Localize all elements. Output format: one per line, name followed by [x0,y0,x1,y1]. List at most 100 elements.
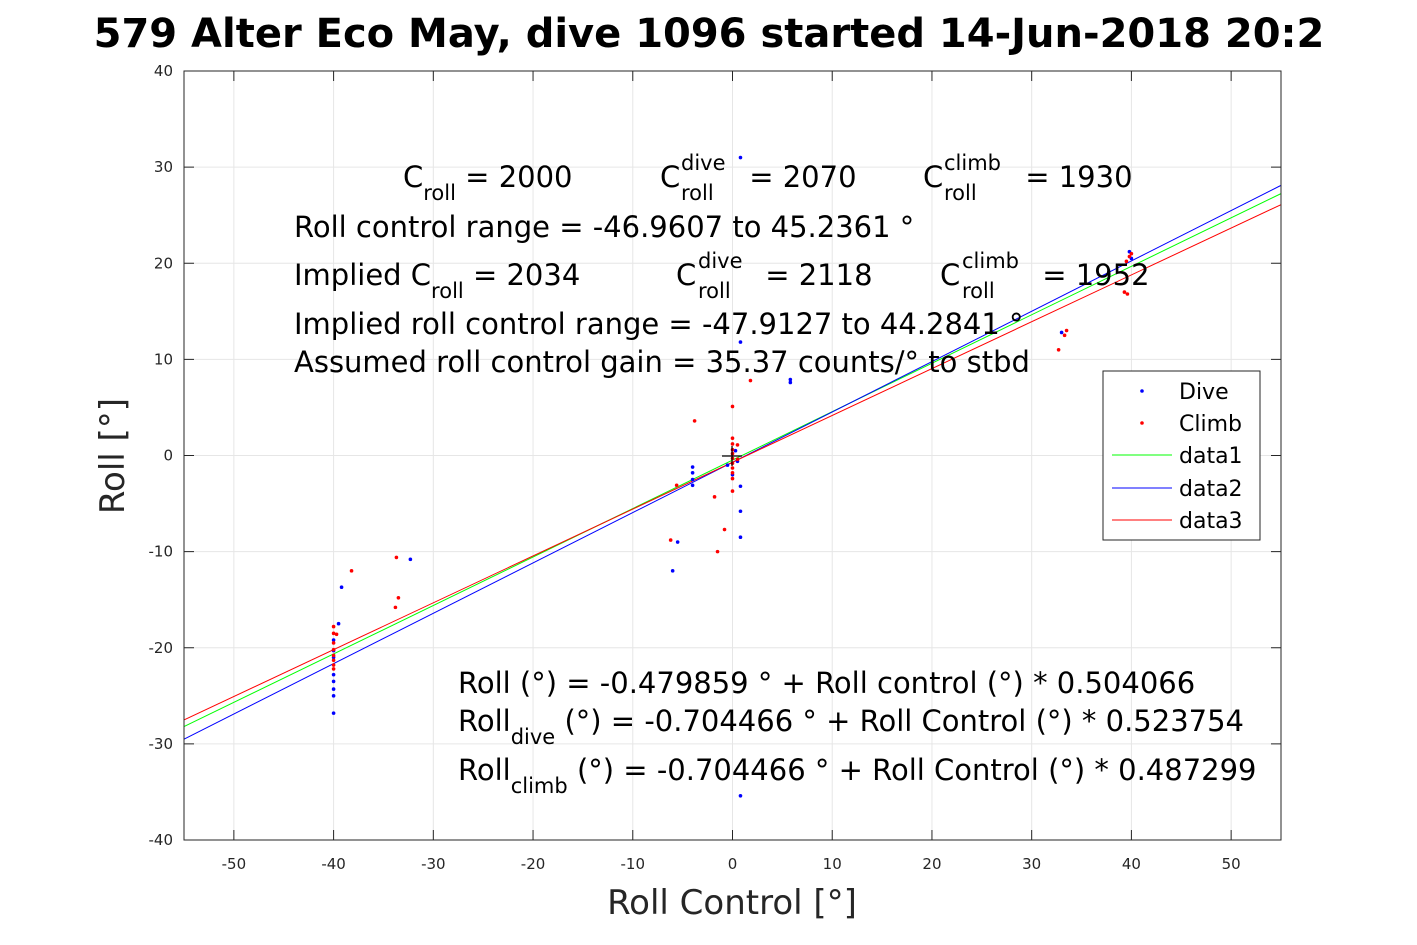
annotation-implied-c-roll-climb: Cclimb roll = 1952 [940,249,1150,303]
climb-point [334,632,339,637]
climb-point [668,538,673,542]
legend-swatch-climb [1140,421,1144,425]
climb-point [748,378,753,383]
annotation-implied-roll-control-range: Implied roll control range = -47.9127 to… [294,307,1024,341]
y-tick-labels: -40 -30 -20 -10 0 10 20 30 40 [149,62,174,849]
dive-point [408,557,413,562]
dive-point [331,711,336,715]
climb-point [1125,292,1130,296]
y-tick-label: -40 [149,831,174,849]
climb-point [331,658,336,663]
x-tick-label: 40 [1122,855,1141,873]
climb-point [331,631,336,636]
x-tick-label: -10 [621,855,646,873]
x-tick-label: -40 [321,855,346,873]
x-tick-label: 20 [922,855,941,873]
climb-point [674,483,679,488]
x-tick-label: 10 [823,855,842,873]
legend-label-data1: data1 [1179,444,1243,469]
chart-title: 579 Alter Eco May, dive 1096 started 14-… [94,11,1325,57]
climb-point [349,569,354,573]
y-tick-label: 10 [154,350,173,368]
dive-point [690,471,695,475]
annotation-fit-all: Roll (°) = -0.479859 ° + Roll control (°… [458,666,1195,700]
dive-point [336,621,341,626]
dive-point [331,694,336,698]
legend-entry-data1: data1 [1112,444,1243,469]
climb-point [1064,328,1069,333]
climb-point [394,555,399,560]
climb-point [735,457,740,462]
annotation-fit-dive: Rolldive (°) = -0.704466 ° + Roll Contro… [458,704,1244,749]
dive-point [738,484,743,489]
climb-point [735,443,740,447]
climb-point [730,404,735,409]
x-tick-label: -30 [421,855,446,873]
climb-point [1062,333,1067,338]
annotation-fit-climb: Rollclimb (°) = -0.704466 ° + Roll Contr… [458,753,1257,798]
legend: Dive Climb data1 data2 data3 [1102,370,1261,541]
legend-label-climb: Climb [1179,412,1242,437]
climb-point [393,605,398,610]
climb-point [722,527,727,532]
climb-point [730,471,735,475]
dive-point [331,638,336,642]
dive-point [690,483,695,488]
climb-point [1129,251,1134,256]
climb-point [712,495,717,499]
climb-point [331,624,336,629]
x-tick-label: -50 [222,855,247,873]
dive-point [670,569,675,573]
climb-point [1056,347,1061,352]
x-axis-label: Roll Control [°] [607,883,857,923]
annotation-c-roll: Croll = 2000 [403,160,573,205]
climb-point [692,419,697,423]
dive-point [733,448,738,453]
dive-point [331,679,336,684]
y-tick-label: 40 [154,62,173,80]
dive-point [788,380,793,385]
climb-point [1122,290,1127,294]
legend-label-data2: data2 [1179,477,1243,502]
annotation-implied-c-roll: Implied Croll = 2034 [294,258,580,303]
climb-point [396,595,401,600]
legend-entry-data3: data3 [1112,509,1243,534]
legend-entry-dive: Dive [1140,380,1229,405]
climb-point [715,549,720,554]
climb-point [331,663,336,667]
dive-point [738,509,743,514]
dive-point [738,535,743,540]
y-tick-label: 0 [163,447,173,465]
dive-point [1059,330,1064,335]
annotation-assumed-gain: Assumed roll control gain = 35.37 counts… [294,345,1030,379]
annotation-implied-c-roll-dive: Cdive roll = 2118 [676,249,873,303]
climb-point [730,476,735,481]
climb-point [730,489,735,493]
y-axis-label: Roll [°] [93,398,133,514]
legend-label-dive: Dive [1179,380,1229,405]
climb-point [1127,254,1132,259]
legend-entry-data2: data2 [1112,477,1243,502]
x-tick-labels: -50 -40 -30 -20 -10 0 10 20 30 40 50 [222,855,1241,873]
dive-point [339,585,344,589]
y-tick-label: -20 [149,639,174,657]
dive-point [675,540,680,544]
origin-marker [722,446,742,466]
climb-point [331,667,336,671]
annotation-roll-control-range: Roll control range = -46.9607 to 45.2361… [294,210,914,244]
annotation-c-roll-climb: Cclimb roll = 1930 [923,151,1133,205]
dive-point [725,463,730,467]
dive-point [331,687,336,691]
climb-point [1124,259,1129,264]
x-tick-label: 50 [1222,855,1241,873]
y-tick-label: 20 [154,254,173,272]
axis-ticks [184,70,1281,841]
dive-point [690,477,695,482]
climb-point [730,442,735,446]
dive-point [738,155,743,160]
annotation-c-roll-dive: Cdive roll = 2070 [660,151,857,205]
x-tick-label: 30 [1022,855,1041,873]
dive-point [738,793,743,798]
legend-swatch-dive [1140,389,1144,393]
